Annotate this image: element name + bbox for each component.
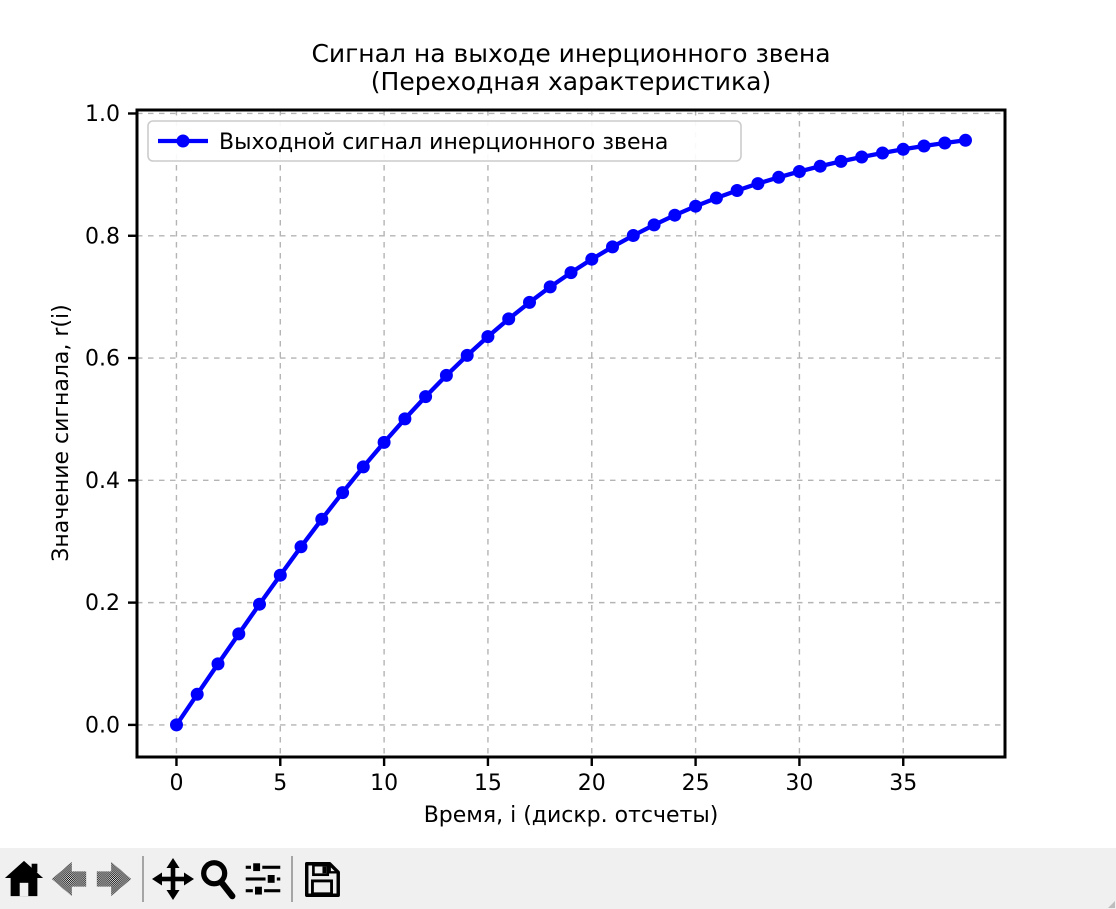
x-axis-label: Время, i (дискр. отсчеты) <box>424 803 719 828</box>
data-point <box>523 295 536 309</box>
pan-button[interactable] <box>150 854 195 904</box>
configure-subplots-button[interactable] <box>240 854 285 904</box>
back-arrow-icon <box>51 861 86 896</box>
legend-marker-sample <box>176 134 190 148</box>
data-point <box>481 330 495 344</box>
chart-title-line2: (Переходная характеристика) <box>371 67 771 96</box>
home-icon <box>4 860 43 896</box>
data-point <box>398 412 412 426</box>
y-tick-label: 0.0 <box>85 713 120 738</box>
legend-label: Выходной сигнал инерционного звена <box>219 130 668 155</box>
axes-frame <box>135 108 1007 759</box>
data-point <box>917 139 931 153</box>
plot-canvas[interactable]: 0 5 10 15 20 25 30 35 0.0 0.2 0.4 0.6 0.8 1.0 Сигнал … <box>0 0 1116 848</box>
axis-tick-labels: 0 5 10 15 20 25 30 35 0.0 0.2 0.4 0.6 0.8 1.0 <box>85 102 917 796</box>
data-point <box>460 348 474 362</box>
save-floppy-icon <box>304 861 340 897</box>
forward-button[interactable] <box>91 854 136 904</box>
data-point <box>626 229 640 242</box>
data-point <box>855 150 869 164</box>
data-point <box>896 142 910 156</box>
x-tick-label: 25 <box>682 771 710 796</box>
resize-grip[interactable] <box>1108 901 1115 908</box>
data-point <box>834 154 848 168</box>
data-point <box>772 170 786 184</box>
grid <box>137 110 1005 757</box>
data-point <box>377 435 391 449</box>
y-tick-label: 1.0 <box>85 102 120 127</box>
x-tick-label: 15 <box>474 771 502 796</box>
data-point <box>439 368 453 382</box>
back-button[interactable] <box>46 854 91 904</box>
legend: Выходной сигнал инерционного звена <box>147 120 742 162</box>
sliders-icon <box>245 860 280 897</box>
series-output-signal <box>170 133 972 732</box>
data-point <box>585 252 599 266</box>
data-point <box>543 280 557 294</box>
data-point <box>730 184 744 197</box>
toolbar-separator <box>142 855 144 902</box>
x-tick-label: 20 <box>578 771 606 796</box>
data-point <box>315 512 329 526</box>
data-point <box>668 208 682 222</box>
data-point <box>689 199 703 213</box>
data-point <box>709 191 723 205</box>
home-button[interactable] <box>1 854 46 904</box>
toolbar-separator <box>291 855 293 902</box>
forward-arrow-icon <box>96 861 131 896</box>
data-point <box>336 486 350 500</box>
data-point <box>211 657 225 671</box>
toolbar <box>0 848 1116 909</box>
data-point <box>232 627 246 641</box>
data-point <box>294 540 308 554</box>
zoom-button[interactable] <box>195 854 240 904</box>
data-point <box>564 266 578 280</box>
y-tick-label: 0.6 <box>85 347 120 372</box>
data-point <box>170 718 183 732</box>
data-point <box>876 146 889 160</box>
y-tick-label: 0.8 <box>85 224 120 249</box>
data-point <box>751 177 765 191</box>
x-tick-label: 0 <box>169 771 183 796</box>
data-point <box>606 240 619 254</box>
y-tick-label: 0.4 <box>85 469 120 494</box>
save-button[interactable] <box>299 854 344 904</box>
zoom-magnifier-icon <box>200 859 235 899</box>
data-point <box>273 568 287 582</box>
axis-ticks <box>128 112 905 766</box>
y-axis-label: Значение сигнала, r(i) <box>49 304 74 561</box>
x-tick-label: 30 <box>785 771 813 796</box>
data-point <box>938 136 952 150</box>
data-point <box>502 312 516 326</box>
data-point <box>356 460 370 474</box>
chart-title-line1: Сигнал на выходе инерционного звена <box>311 39 830 68</box>
pan-arrows-icon <box>151 857 194 900</box>
y-tick-label: 0.2 <box>85 591 120 616</box>
data-point <box>253 597 266 611</box>
data-point <box>419 390 433 404</box>
x-tick-label: 35 <box>889 771 917 796</box>
data-point <box>813 159 827 173</box>
data-point <box>792 165 806 178</box>
x-tick-label: 10 <box>370 771 398 796</box>
data-point <box>190 687 204 701</box>
x-tick-label: 5 <box>273 771 287 796</box>
legend-frame <box>147 120 742 162</box>
data-point <box>647 218 661 232</box>
data-point <box>959 133 972 147</box>
series-polyline <box>174 138 968 728</box>
